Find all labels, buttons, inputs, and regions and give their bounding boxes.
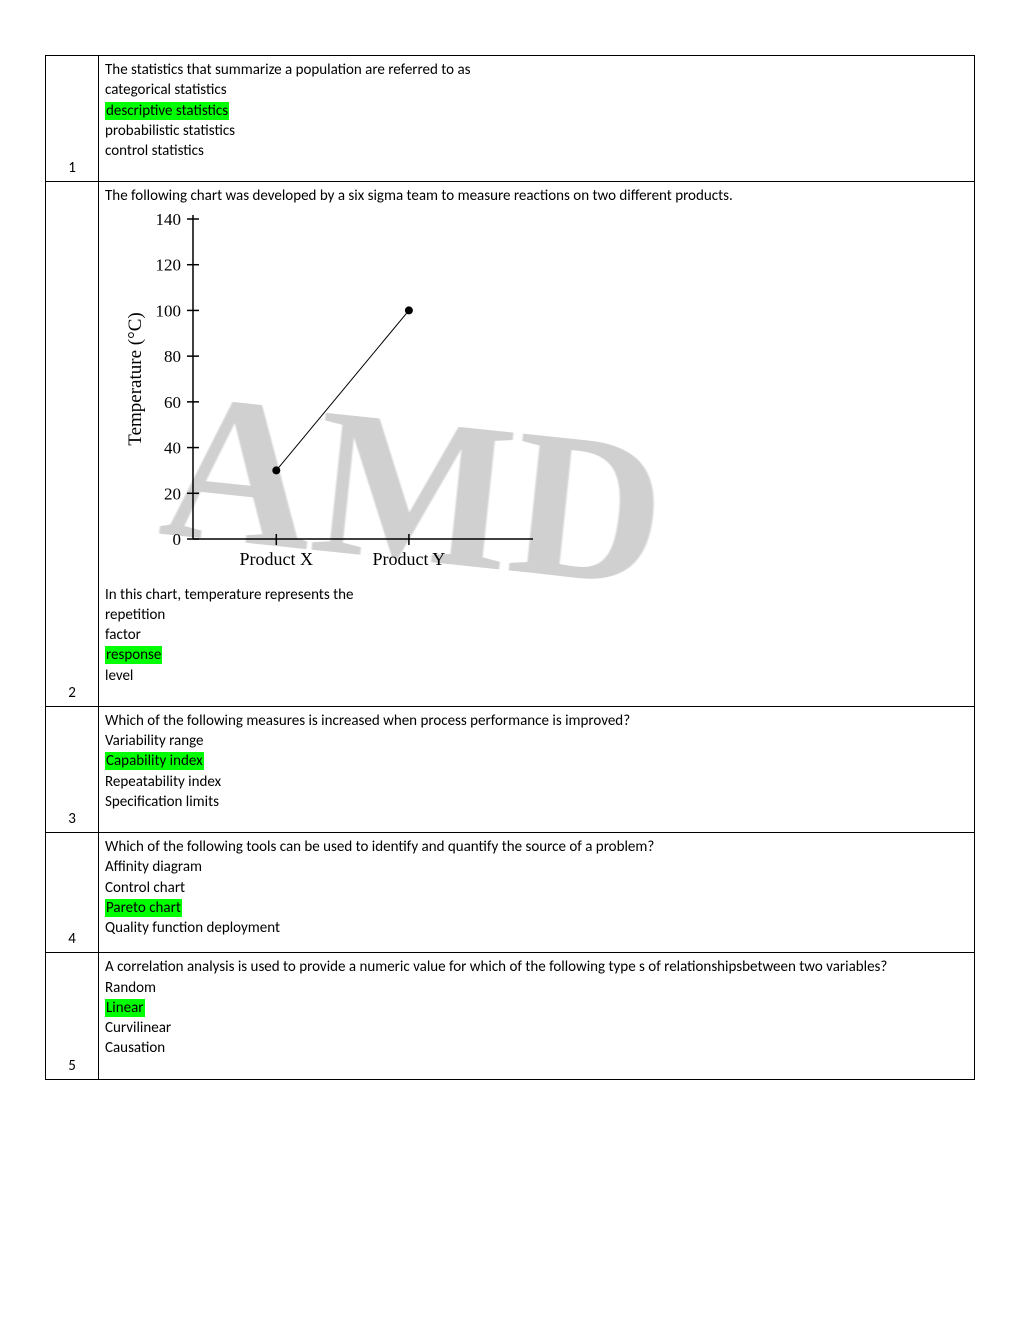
questions-table: 1 The statistics that summarize a popula… [45,55,975,1080]
option: Repeatability index [105,772,968,792]
option: Curvilinear [105,1018,968,1038]
option: probabilistic statistics [105,121,968,141]
svg-text:0: 0 [173,530,182,549]
option: control statistics [105,141,968,161]
option: Affinity diagram [105,857,968,877]
question-prompt: Which of the following measures is incre… [105,711,968,731]
option: Pareto chart [105,898,968,918]
question-content: Which of the following tools can be used… [99,833,975,953]
question-prompt: The following chart was developed by a s… [105,186,968,206]
highlighted-option: Pareto chart [105,899,182,917]
question-number: 1 [46,56,99,182]
table-row: 3 Which of the following measures is inc… [46,706,975,832]
option: Specification limits [105,792,968,812]
question-number: 2 [46,182,99,707]
chart-svg: 0 20 40 60 80 100 120 140 Temperature (°C) Produc… [123,209,553,579]
question-number: 3 [46,706,99,832]
question-number: 5 [46,953,99,1079]
question-prompt: A correlation analysis is used to provid… [105,957,968,977]
page: 1 The statistics that summarize a popula… [0,0,1020,1320]
highlighted-option: descriptive statistics [105,102,229,120]
svg-text:140: 140 [156,210,182,229]
temperature-chart: AMD 020406080100120140Temperature (°C)Pr… [123,209,553,579]
option: Quality function deployment [105,918,968,938]
svg-text:Temperature (°C): Temperature (°C) [125,312,146,445]
question-content: A correlation analysis is used to provid… [99,953,975,1079]
option: level [105,666,968,686]
table-row: 2 The following chart was developed by a… [46,182,975,707]
svg-text:Product Y: Product Y [372,549,445,569]
option: response [105,645,968,665]
option: descriptive statistics [105,101,968,121]
svg-text:60: 60 [164,392,181,411]
option: Variability range [105,731,968,751]
svg-text:120: 120 [156,255,182,274]
question-content: The statistics that summarize a populati… [99,56,975,182]
question-prompt: The statistics that summarize a populati… [105,60,968,80]
highlighted-option: Linear [105,999,145,1017]
svg-text:20: 20 [164,484,181,503]
option: Linear [105,998,968,1018]
highlighted-option: Capability index [105,752,204,770]
question-content: The following chart was developed by a s… [99,182,975,707]
svg-text:80: 80 [164,347,181,366]
table-row: 1 The statistics that summarize a popula… [46,56,975,182]
table-row: 4 Which of the following tools can be us… [46,833,975,953]
option: Causation [105,1038,968,1058]
highlighted-option: response [105,646,162,664]
option: Control chart [105,878,968,898]
question-prompt: Which of the following tools can be used… [105,837,968,857]
svg-text:100: 100 [156,301,182,320]
table-row: 5 A correlation analysis is used to prov… [46,953,975,1079]
question-content: Which of the following measures is incre… [99,706,975,832]
option: categorical statistics [105,80,968,100]
svg-text:40: 40 [164,438,181,457]
svg-text:Product X: Product X [240,549,313,569]
option: Random [105,978,968,998]
option: Capability index [105,751,968,771]
question-number: 4 [46,833,99,953]
